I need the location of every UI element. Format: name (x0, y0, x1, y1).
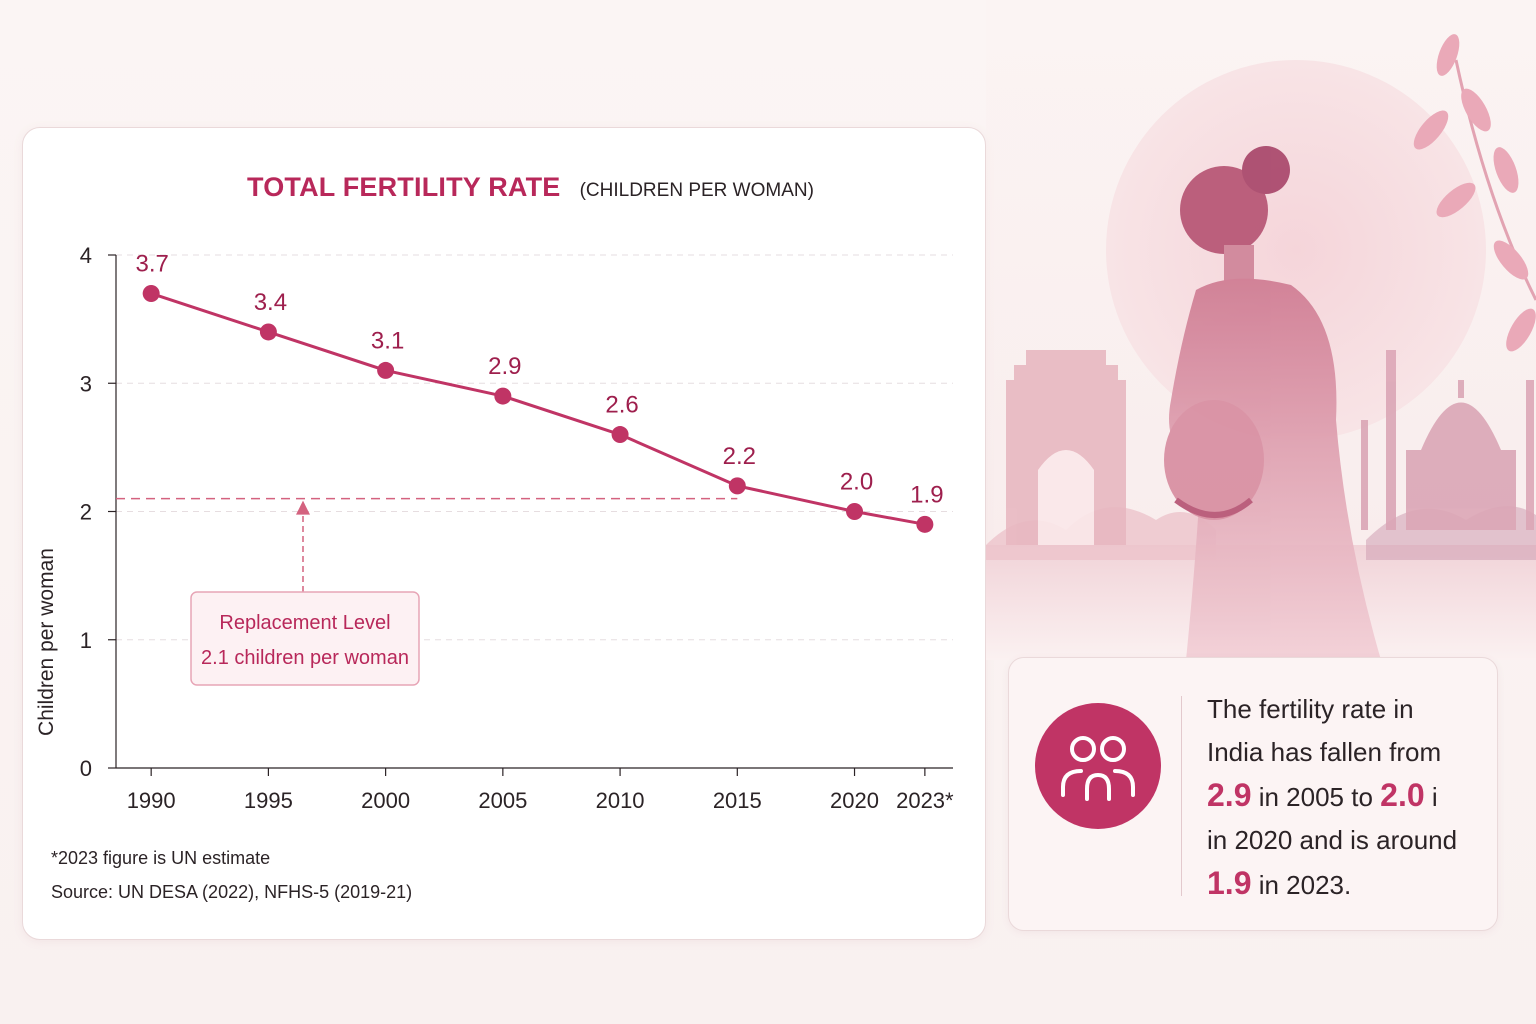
fact-line-1: The fertility rate in (1207, 694, 1414, 724)
fact-value-2005: 2.9 (1207, 777, 1252, 813)
people-icon (1061, 736, 1135, 801)
fact-card: The fertility rate in India has fallen f… (1008, 657, 1498, 931)
y-tick-label: 0 (80, 756, 92, 781)
fact-text-tail: i (1424, 782, 1438, 812)
pregnant-woman-illustration (986, 0, 1536, 660)
fact-line-2: India has fallen from (1207, 737, 1442, 767)
y-tick-label: 1 (80, 628, 92, 653)
data-point (611, 426, 629, 444)
footnote: *2023 figure is UN estimate (51, 848, 271, 868)
fact-text-2023: in 2023. (1251, 870, 1352, 900)
x-tick-label: 2005 (478, 788, 527, 813)
data-label: 2.6 (605, 392, 638, 419)
chart-subtitle: (CHILDREN PER WOMAN) (579, 180, 814, 201)
y-tick-label: 2 (80, 500, 92, 525)
data-point (846, 503, 864, 520)
fact-line-5: 1.9 in 2023. (1207, 862, 1487, 907)
source-note: Source: UN DESA (2022), NFHS-5 (2019-21) (51, 882, 413, 902)
woman-figure (1164, 146, 1381, 660)
y-axis-label: Children per woman (35, 548, 58, 736)
fact-line-4: in 2020 and is around (1207, 825, 1458, 855)
leaf-branch (1413, 34, 1536, 352)
data-label: 3.7 (135, 250, 168, 277)
data-point (377, 361, 395, 379)
y-tick-label: 3 (80, 371, 92, 396)
x-tick-label: 2010 (596, 788, 645, 813)
fact-value-2020: 2.0 (1380, 777, 1425, 813)
data-point (916, 515, 934, 533)
data-label: 2.9 (488, 353, 521, 380)
people-badge (1035, 703, 1161, 829)
fact-divider (1181, 696, 1182, 896)
fact-text-2005: in 2005 to (1251, 782, 1381, 812)
fact-line-3: 2.9 in 2005 to 2.0 i (1207, 774, 1487, 819)
annotation-line-1: Replacement Level (219, 612, 390, 634)
data-point (259, 323, 277, 341)
x-tick-label: 2020 (830, 788, 879, 813)
india-gate-icon (1006, 350, 1126, 545)
x-tick-label: 1995 (244, 788, 293, 813)
data-label: 3.4 (254, 289, 287, 316)
annotation-box (190, 591, 420, 686)
line-chart: 0 1 2 3 4 1990 1995 2000 2005 2010 2015 2020 2023* Re… (80, 243, 954, 813)
fact-text: The fertility rate in India has fallen f… (1207, 688, 1487, 907)
x-tick-label: 2015 (713, 788, 762, 813)
taj-mahal-icon (1361, 350, 1534, 530)
data-label: 3.1 (371, 327, 404, 354)
data-point (142, 284, 160, 302)
fact-value-2023: 1.9 (1207, 865, 1252, 901)
x-tick-label: 1990 (127, 788, 176, 813)
x-tick-label: 2023* (896, 788, 954, 813)
annotation-line-2: 2.1 children per woman (201, 647, 409, 669)
data-label: 2.0 (840, 469, 873, 496)
chart-title: TOTAL FERTILITY RATE (CHILDREN PER WOMAN… (247, 172, 814, 203)
data-point (728, 477, 746, 495)
series-line (150, 292, 926, 526)
data-label: 1.9 (910, 481, 943, 508)
annotation-arrow-head (296, 500, 310, 515)
data-point (494, 387, 512, 405)
chart-card: 0 1 2 3 4 1990 1995 2000 2005 2010 2015 2020 2023* Re… (22, 127, 986, 940)
data-label: 2.2 (723, 443, 756, 470)
x-tick-label: 2000 (361, 788, 410, 813)
y-tick-label: 4 (80, 243, 92, 268)
chart-title-main: TOTAL FERTILITY RATE (247, 172, 561, 202)
